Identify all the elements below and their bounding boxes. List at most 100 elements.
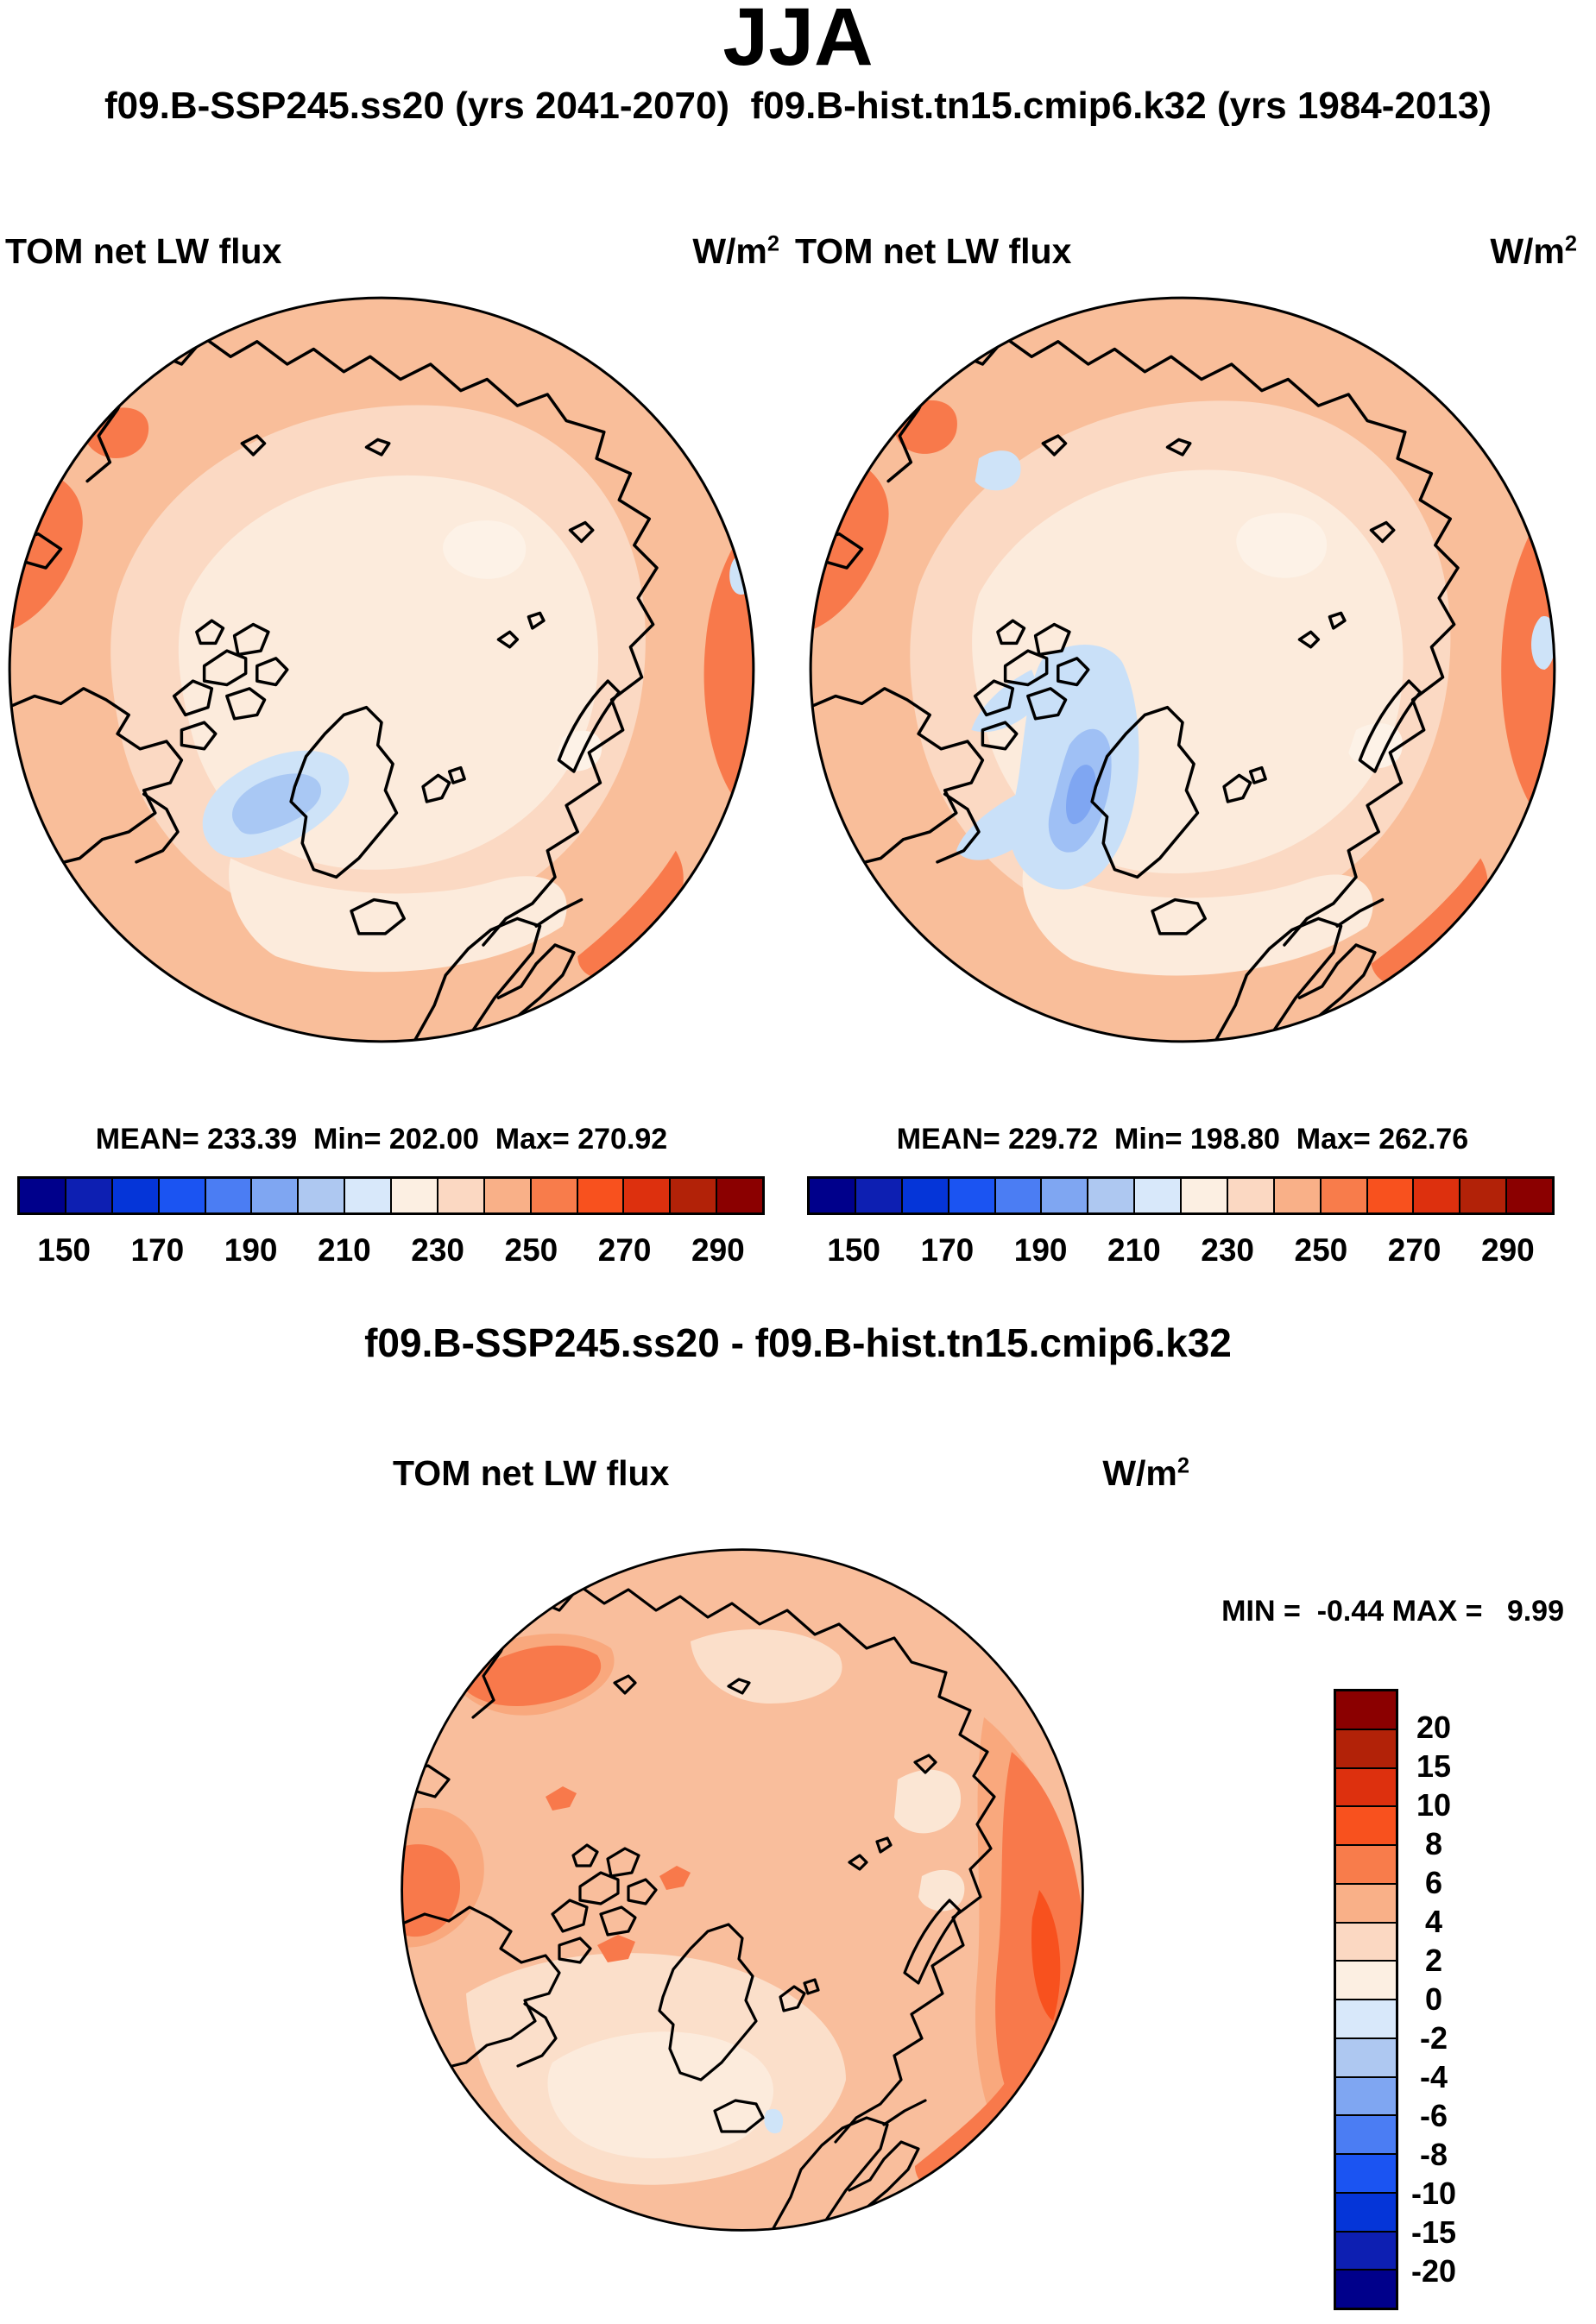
colorbar-a-ticks: 150 170 190 210 230 250 270 290 [17, 1232, 765, 1272]
colorbar-segment [110, 1179, 158, 1212]
colorbar-tick-label: 190 [1013, 1232, 1068, 1268]
colorbar-tick-label: 190 [224, 1232, 278, 1268]
panel-a-stats: MEAN= 233.39 Min= 202.00 Max= 270.92 [95, 1123, 668, 1156]
panel-diff-units-label: W/m2 [1102, 1453, 1189, 1493]
colorbar-segment [297, 1179, 344, 1212]
colorbar-segment [900, 1179, 948, 1212]
colorbar-tick-label: 250 [504, 1232, 558, 1268]
colorbar-segment [1505, 1179, 1552, 1212]
colorbar-segment [716, 1179, 762, 1212]
colorbar-segment [1412, 1179, 1460, 1212]
colorbar-segment [64, 1179, 111, 1212]
colorbar-segment [994, 1179, 1041, 1212]
panel-diff-header: TOM net LW flux W/m2 [393, 1453, 1189, 1493]
colorbar-segment [1336, 2114, 1396, 2153]
colorbar-segment [1336, 2230, 1396, 2270]
units-exponent: 2 [1564, 231, 1577, 256]
panel-a-units-label: W/m2 [692, 231, 779, 271]
colorbar-a [17, 1176, 765, 1215]
colorbar-tick-label: 170 [920, 1232, 975, 1268]
colorbar-segment [1336, 2075, 1396, 2115]
colorbar-segment [1336, 2191, 1396, 2231]
units-base: W/m [692, 231, 767, 271]
panel-b-field-label: TOM net LW flux [795, 231, 1072, 271]
units-exponent: 2 [766, 231, 779, 256]
colorbar-tick-label: 290 [691, 1232, 745, 1268]
colorbar-tick-label: -2 [1419, 2020, 1448, 2056]
colorbar-segment [669, 1179, 716, 1212]
units-base: W/m [1490, 231, 1565, 271]
colorbar-tick-label: 210 [1107, 1232, 1161, 1268]
colorbar-tick-label: 210 [318, 1232, 371, 1268]
colorbar-tick-label: 0 [1424, 1981, 1443, 2017]
colorbar-segment [250, 1179, 298, 1212]
colorbar-segment [344, 1179, 390, 1212]
colorbar-tick-label: 15 [1416, 1748, 1452, 1784]
colorbar-segment [529, 1179, 577, 1212]
map-panel-b [809, 296, 1556, 1043]
figure-title: JJA [722, 0, 874, 83]
map-outline [401, 1548, 1084, 2232]
colorbar-segment [1459, 1179, 1506, 1212]
colorbar-segment [483, 1179, 530, 1212]
colorbar-segment [390, 1179, 437, 1212]
colorbar-segment [157, 1179, 205, 1212]
colorbar-segment [854, 1179, 901, 1212]
panel-b-header: TOM net LW flux W/m2 [795, 231, 1577, 271]
panel-b-stats: MEAN= 229.72 Min= 198.80 Max= 262.76 [896, 1123, 1469, 1156]
colorbar-tick-label: 6 [1424, 1865, 1443, 1900]
colorbar-segment [436, 1179, 483, 1212]
colorbar-segment [1336, 1805, 1396, 1844]
colorbar-segment [1336, 2269, 1396, 2308]
colorbar-segment [1040, 1179, 1088, 1212]
colorbar-tick-label: 270 [1387, 1232, 1441, 1268]
map-outline [8, 296, 755, 1043]
colorbar-segment [1336, 1960, 1396, 1999]
colorbar-segment [1336, 1844, 1396, 1883]
difference-title: f09.B-SSP245.ss20 - f09.B-hist.tn15.cmip… [364, 1320, 1232, 1365]
colorbar-tick-label: -4 [1419, 2059, 1448, 2094]
colorbar-segment [810, 1179, 855, 1212]
colorbar-tick-label: 2 [1424, 1943, 1443, 1978]
colorbar-segment [1336, 2153, 1396, 2192]
colorbar-tick-label: 150 [37, 1232, 91, 1268]
colorbar-diff [1334, 1689, 1398, 2310]
map-outline [809, 296, 1556, 1043]
colorbar-tick-label: 20 [1416, 1710, 1452, 1745]
colorbar-segment [1336, 1882, 1396, 1922]
units-exponent: 2 [1176, 1453, 1189, 1478]
figure-subtitle: f09.B-SSP245.ss20 (yrs 2041-2070) f09.B-… [104, 85, 1492, 127]
colorbar-segment [1366, 1179, 1413, 1212]
colorbar-segment [1336, 2037, 1396, 2076]
colorbar-tick-label: -10 [1410, 2176, 1457, 2211]
colorbar-tick-label: 230 [411, 1232, 464, 1268]
colorbar-b-ticks: 150 170 190 210 230 250 270 290 [807, 1232, 1555, 1272]
colorbar-tick-label: 250 [1294, 1232, 1348, 1268]
colorbar-segment [1133, 1179, 1180, 1212]
colorbar-tick-label: 290 [1481, 1232, 1535, 1268]
colorbar-tick-label: -15 [1410, 2214, 1457, 2250]
colorbar-segment [1336, 1767, 1396, 1806]
colorbar-segment [947, 1179, 994, 1212]
panel-a-field-label: TOM net LW flux [5, 231, 282, 271]
units-base: W/m [1102, 1453, 1177, 1493]
colorbar-segment [576, 1179, 623, 1212]
colorbar-b [807, 1176, 1555, 1215]
colorbar-segment [20, 1179, 65, 1212]
panel-b-units-label: W/m2 [1490, 231, 1577, 271]
colorbar-tick-label: 230 [1201, 1232, 1254, 1268]
map-panel-diff [401, 1548, 1084, 2232]
colorbar-segment [1336, 1999, 1396, 2037]
colorbar-segment [1226, 1179, 1273, 1212]
colorbar-segment [1336, 1728, 1396, 1767]
colorbar-segment [1336, 1691, 1396, 1729]
colorbar-tick-label: 150 [827, 1232, 880, 1268]
colorbar-tick-label: 10 [1416, 1787, 1452, 1823]
colorbar-segment [1336, 1921, 1396, 1961]
colorbar-tick-label: 4 [1424, 1904, 1443, 1939]
colorbar-tick-label: -8 [1419, 2137, 1448, 2172]
colorbar-tick-label: 270 [597, 1232, 652, 1268]
colorbar-tick-label: -20 [1410, 2253, 1457, 2289]
colorbar-segment [204, 1179, 251, 1212]
colorbar-segment [1180, 1179, 1227, 1212]
